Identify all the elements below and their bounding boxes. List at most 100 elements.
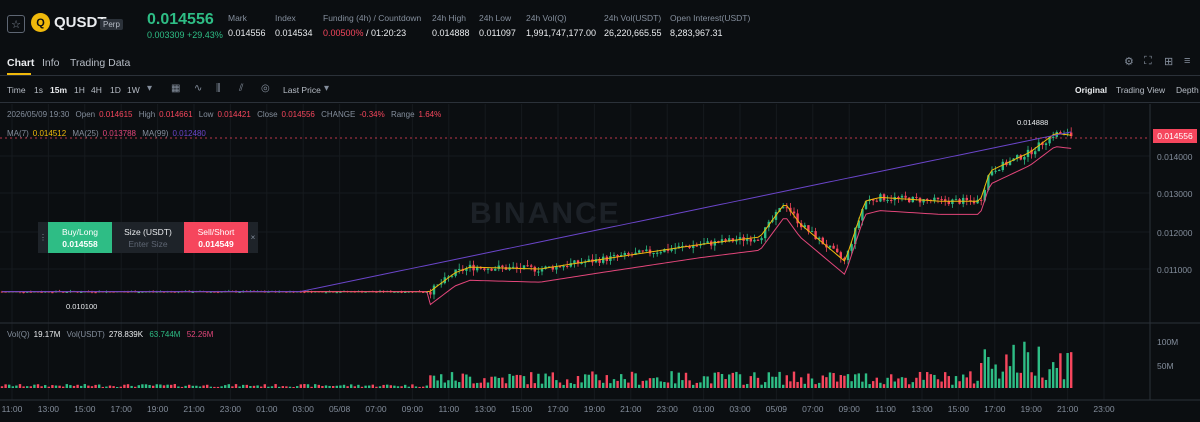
volume-bar: [152, 385, 155, 388]
settings-icon[interactable]: ⚙: [1124, 56, 1134, 68]
volume-bar: [159, 384, 162, 388]
candle-body: [720, 239, 724, 243]
interval-1d[interactable]: 1D: [110, 85, 121, 95]
volume-bar: [414, 386, 418, 388]
volume-bar: [317, 384, 320, 388]
volume-bar: [238, 386, 241, 388]
volume-bar: [908, 384, 911, 388]
interval-1h[interactable]: 1H: [74, 85, 85, 95]
volume-bar: [785, 375, 788, 388]
volume-bar: [155, 384, 158, 388]
candle-body: [191, 291, 194, 293]
alert-icon[interactable]: ◎: [261, 83, 270, 94]
close-icon[interactable]: ×: [248, 222, 258, 253]
interval-4h[interactable]: 4H: [91, 85, 102, 95]
volume-bar: [994, 364, 997, 388]
volume-bar: [688, 380, 691, 388]
open-value: 0.014615: [99, 110, 133, 119]
current-price-tag: 0.014556: [1153, 129, 1197, 143]
volume-bar: [134, 386, 137, 388]
candle-body: [213, 291, 216, 293]
tab-info[interactable]: Info: [42, 57, 60, 69]
sell-short-button[interactable]: Sell/Short 0.014549: [184, 222, 248, 253]
ma25-label: MA(25): [72, 129, 99, 138]
volume-bar: [461, 373, 464, 388]
stat-value: 0.014556: [228, 28, 266, 38]
draw-tools-icon[interactable]: ⫽: [239, 83, 244, 94]
fullscreen-icon[interactable]: ⛶: [1144, 55, 1152, 67]
chevron-down-icon[interactable]: ▾: [147, 83, 153, 94]
chevron-down-icon[interactable]: ▾: [324, 83, 330, 94]
time-tick: 19:00: [1020, 404, 1042, 414]
volume-bar: [220, 386, 223, 388]
vol-q-label: Vol(Q): [7, 330, 30, 339]
candle-body: [339, 291, 342, 293]
symbol-name[interactable]: QUSDT: [54, 14, 107, 31]
indicator-icon[interactable]: ∿: [194, 83, 203, 94]
last-price-selector[interactable]: Last Price: [283, 85, 321, 95]
view-trading-view[interactable]: Trading View: [1116, 85, 1166, 95]
price-tick: 0.011000: [1157, 265, 1192, 275]
calendar-icon[interactable]: ▦: [171, 83, 181, 94]
tab-trading-data[interactable]: Trading Data: [70, 57, 131, 69]
candle-type-icon[interactable]: ⫼: [216, 83, 221, 94]
candle-body: [875, 200, 878, 202]
volume-bar: [166, 384, 169, 388]
stat-mark: Mark 0.014556: [228, 13, 266, 38]
volume-bar: [227, 384, 230, 388]
candle-body: [126, 291, 130, 293]
volume-bar: [508, 373, 511, 388]
volume-bar: [306, 384, 310, 388]
tab-chart[interactable]: Chart: [7, 57, 35, 69]
high-value: 0.014661: [159, 110, 193, 119]
volume-bar: [281, 386, 284, 388]
buy-long-button[interactable]: Buy/Long 0.014558: [48, 222, 112, 253]
volume-bar: [969, 371, 972, 388]
candle-body: [522, 265, 526, 270]
volume-bar: [519, 375, 522, 388]
favorite-star-icon[interactable]: ☆: [7, 15, 25, 33]
view-depth[interactable]: Depth: [1176, 85, 1199, 95]
candle-body: [137, 292, 140, 294]
volume-bar: [40, 386, 43, 388]
candle-body: [764, 227, 767, 239]
volume-bar: [843, 375, 846, 388]
volume-bar: [875, 377, 878, 388]
volume-bar: [242, 384, 245, 388]
volume-bar: [22, 386, 25, 388]
candle-body: [933, 197, 936, 201]
volume-bar: [195, 385, 198, 388]
volume-bar: [681, 380, 684, 388]
more-menu-icon[interactable]: ≡: [1184, 55, 1191, 67]
interval-15m[interactable]: 15m: [50, 85, 68, 95]
stat-24h-low: 24h Low 0.011097: [479, 13, 516, 38]
grid-layout-icon[interactable]: ⊞: [1164, 56, 1174, 68]
view-original[interactable]: Original: [1075, 85, 1108, 95]
size-input[interactable]: Size (USDT) Enter Size: [112, 222, 184, 253]
drag-handle-icon[interactable]: ⋮: [38, 222, 48, 253]
candle-body: [674, 248, 677, 250]
interval-1s[interactable]: 1s: [34, 85, 43, 95]
volume-bar: [1037, 346, 1040, 388]
vol-tick: 100M: [1157, 337, 1179, 347]
volume-bar: [796, 381, 799, 388]
ma25-value: 0.013788: [102, 129, 136, 138]
volume-bar: [472, 383, 475, 388]
time-tick: 03:00: [292, 404, 314, 414]
volume-bar: [922, 379, 925, 388]
candle-body: [62, 291, 65, 293]
volume-bar: [173, 384, 176, 388]
candle-body: [447, 276, 450, 278]
volume-bar: [216, 386, 220, 388]
volume-bar: [526, 384, 529, 388]
volume-bar: [76, 384, 79, 388]
candle-body: [641, 250, 644, 252]
ma99-value: 0.012480: [172, 129, 206, 138]
volume-bar: [926, 372, 929, 388]
volume-bar: [958, 381, 961, 388]
volume-info: Vol(Q) 19.17M Vol(USDT) 278.839K 63.744M 5…: [7, 330, 217, 339]
volume-bar: [792, 371, 796, 388]
interval-1w[interactable]: 1W: [127, 85, 140, 95]
volume-bar: [1052, 362, 1055, 388]
volume-bar: [645, 380, 648, 388]
